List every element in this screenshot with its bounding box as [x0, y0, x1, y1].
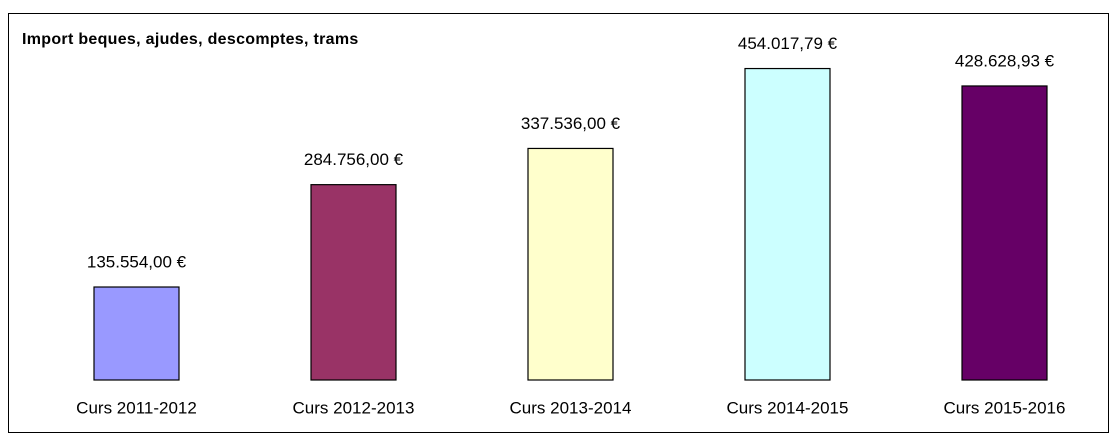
- value-label: 428.628,93 €: [955, 51, 1055, 70]
- chart-title: Import beques, ajudes, descomptes, trams: [22, 31, 359, 48]
- value-label: 284.756,00 €: [304, 150, 404, 169]
- value-label: 135.554,00 €: [87, 252, 187, 271]
- x-tick-label: Curs 2011-2012: [76, 398, 197, 417]
- value-label: 337.536,00 €: [521, 114, 621, 133]
- x-tick-label: Curs 2012-2013: [293, 398, 415, 417]
- x-tick-label: Curs 2013-2014: [510, 398, 632, 417]
- x-tick-label: Curs 2014-2015: [727, 398, 849, 417]
- bar: [961, 85, 1048, 381]
- value-label: 454.017,79 €: [738, 34, 838, 53]
- bar: [93, 286, 180, 381]
- x-tick-label: Curs 2015-2016: [944, 398, 1066, 417]
- bar: [744, 67, 831, 381]
- bar: [310, 184, 397, 381]
- bar: [527, 147, 614, 381]
